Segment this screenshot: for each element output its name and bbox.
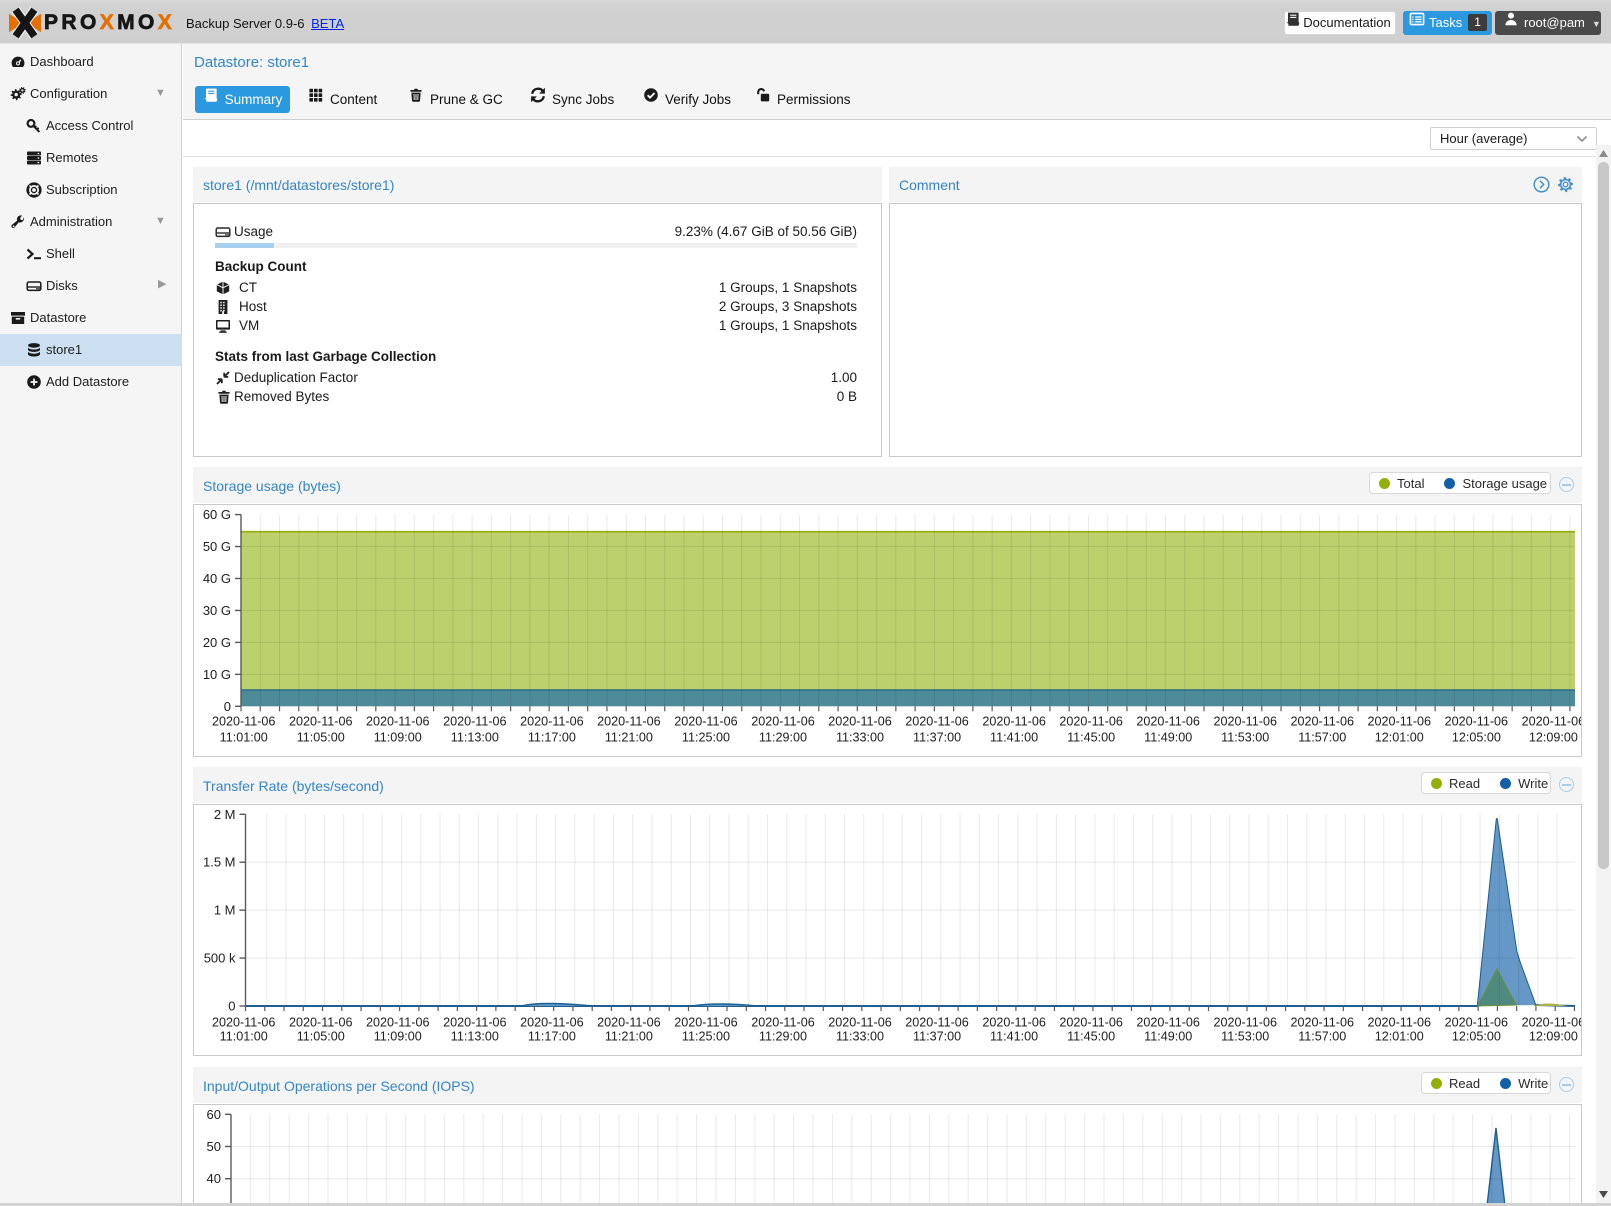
svg-text:12:09:00: 12:09:00 — [1529, 731, 1578, 745]
svg-text:2020-11-06: 2020-11-06 — [1368, 715, 1432, 729]
svg-text:50: 50 — [207, 1139, 221, 1154]
svg-text:2020-11-06: 2020-11-06 — [520, 1016, 584, 1030]
svg-text:11:25:00: 11:25:00 — [682, 731, 730, 745]
svg-text:11:29:00: 11:29:00 — [759, 731, 807, 745]
svg-text:2020-11-06: 2020-11-06 — [289, 715, 353, 729]
svg-text:2020-11-06: 2020-11-06 — [1213, 715, 1277, 729]
svg-text:2020-11-06: 2020-11-06 — [905, 715, 969, 729]
svg-text:11:13:00: 11:13:00 — [451, 1030, 499, 1044]
svg-text:60 G: 60 G — [203, 507, 231, 522]
svg-text:12:01:00: 12:01:00 — [1375, 1030, 1424, 1044]
svg-text:2020-11-06: 2020-11-06 — [597, 1016, 661, 1030]
svg-text:11:09:00: 11:09:00 — [374, 1030, 422, 1044]
svg-text:12:01:00: 12:01:00 — [1375, 731, 1424, 745]
svg-text:60: 60 — [207, 1107, 221, 1122]
svg-text:11:41:00: 11:41:00 — [990, 1030, 1038, 1044]
svg-text:11:05:00: 11:05:00 — [297, 731, 345, 745]
svg-text:500 k: 500 k — [204, 951, 236, 966]
svg-text:11:45:00: 11:45:00 — [1067, 731, 1115, 745]
svg-text:40: 40 — [207, 1171, 221, 1186]
svg-text:2020-11-06: 2020-11-06 — [1445, 1016, 1509, 1030]
svg-text:2020-11-06: 2020-11-06 — [1059, 715, 1123, 729]
svg-text:11:45:00: 11:45:00 — [1067, 1030, 1115, 1044]
svg-text:2020-11-06: 2020-11-06 — [1522, 1016, 1581, 1030]
svg-text:30 G: 30 G — [203, 603, 231, 618]
svg-text:40 G: 40 G — [203, 571, 231, 586]
svg-text:11:53:00: 11:53:00 — [1221, 731, 1269, 745]
svg-text:11:49:00: 11:49:00 — [1144, 1030, 1192, 1044]
svg-text:10 G: 10 G — [203, 667, 231, 682]
svg-text:2020-11-06: 2020-11-06 — [366, 1016, 430, 1030]
svg-text:11:57:00: 11:57:00 — [1298, 1030, 1346, 1044]
svg-text:1.5 M: 1.5 M — [203, 855, 236, 870]
svg-text:2020-11-06: 2020-11-06 — [982, 715, 1046, 729]
svg-text:11:21:00: 11:21:00 — [605, 1030, 653, 1044]
svg-text:11:01:00: 11:01:00 — [220, 731, 268, 745]
svg-text:1 M: 1 M — [214, 903, 236, 918]
svg-text:2020-11-06: 2020-11-06 — [289, 1016, 353, 1030]
svg-text:11:41:00: 11:41:00 — [990, 731, 1038, 745]
svg-text:11:29:00: 11:29:00 — [759, 1030, 807, 1044]
svg-text:20 G: 20 G — [203, 635, 231, 650]
svg-text:11:17:00: 11:17:00 — [528, 1030, 576, 1044]
svg-text:12:05:00: 12:05:00 — [1452, 731, 1501, 745]
svg-text:2020-11-06: 2020-11-06 — [674, 1016, 738, 1030]
svg-text:11:53:00: 11:53:00 — [1221, 1030, 1269, 1044]
svg-text:12:05:00: 12:05:00 — [1452, 1030, 1501, 1044]
svg-text:11:17:00: 11:17:00 — [528, 731, 576, 745]
svg-text:2020-11-06: 2020-11-06 — [443, 715, 507, 729]
svg-text:2020-11-06: 2020-11-06 — [1291, 715, 1355, 729]
svg-text:2020-11-06: 2020-11-06 — [1213, 1016, 1277, 1030]
svg-text:2020-11-06: 2020-11-06 — [751, 1016, 815, 1030]
svg-text:2 M: 2 M — [214, 807, 236, 822]
svg-text:50 G: 50 G — [203, 539, 231, 554]
svg-text:11:49:00: 11:49:00 — [1144, 731, 1192, 745]
svg-text:11:09:00: 11:09:00 — [374, 731, 422, 745]
svg-text:11:21:00: 11:21:00 — [605, 731, 653, 745]
svg-text:0: 0 — [224, 699, 231, 714]
svg-text:2020-11-06: 2020-11-06 — [212, 1016, 276, 1030]
svg-text:11:13:00: 11:13:00 — [451, 731, 499, 745]
svg-text:2020-11-06: 2020-11-06 — [1059, 1016, 1123, 1030]
svg-text:2020-11-06: 2020-11-06 — [828, 1016, 892, 1030]
svg-text:2020-11-06: 2020-11-06 — [674, 715, 738, 729]
svg-text:2020-11-06: 2020-11-06 — [212, 715, 276, 729]
svg-text:2020-11-06: 2020-11-06 — [1522, 715, 1581, 729]
svg-text:2020-11-06: 2020-11-06 — [520, 715, 584, 729]
svg-text:2020-11-06: 2020-11-06 — [982, 1016, 1046, 1030]
svg-text:2020-11-06: 2020-11-06 — [1445, 715, 1509, 729]
svg-text:2020-11-06: 2020-11-06 — [443, 1016, 507, 1030]
svg-text:2020-11-06: 2020-11-06 — [1136, 1016, 1200, 1030]
svg-text:2020-11-06: 2020-11-06 — [828, 715, 892, 729]
svg-text:11:57:00: 11:57:00 — [1298, 731, 1346, 745]
svg-text:12:09:00: 12:09:00 — [1529, 1030, 1578, 1044]
svg-text:11:37:00: 11:37:00 — [913, 731, 961, 745]
svg-text:2020-11-06: 2020-11-06 — [1291, 1016, 1355, 1030]
svg-text:2020-11-06: 2020-11-06 — [1368, 1016, 1432, 1030]
svg-text:11:33:00: 11:33:00 — [836, 1030, 884, 1044]
svg-text:11:37:00: 11:37:00 — [913, 1030, 961, 1044]
svg-text:0: 0 — [228, 999, 235, 1014]
svg-text:2020-11-06: 2020-11-06 — [1136, 715, 1200, 729]
svg-text:2020-11-06: 2020-11-06 — [751, 715, 815, 729]
svg-text:11:01:00: 11:01:00 — [220, 1030, 268, 1044]
svg-text:2020-11-06: 2020-11-06 — [905, 1016, 969, 1030]
svg-text:2020-11-06: 2020-11-06 — [597, 715, 661, 729]
svg-text:11:05:00: 11:05:00 — [297, 1030, 345, 1044]
svg-text:11:33:00: 11:33:00 — [836, 731, 884, 745]
svg-text:11:25:00: 11:25:00 — [682, 1030, 730, 1044]
svg-text:2020-11-06: 2020-11-06 — [366, 715, 430, 729]
